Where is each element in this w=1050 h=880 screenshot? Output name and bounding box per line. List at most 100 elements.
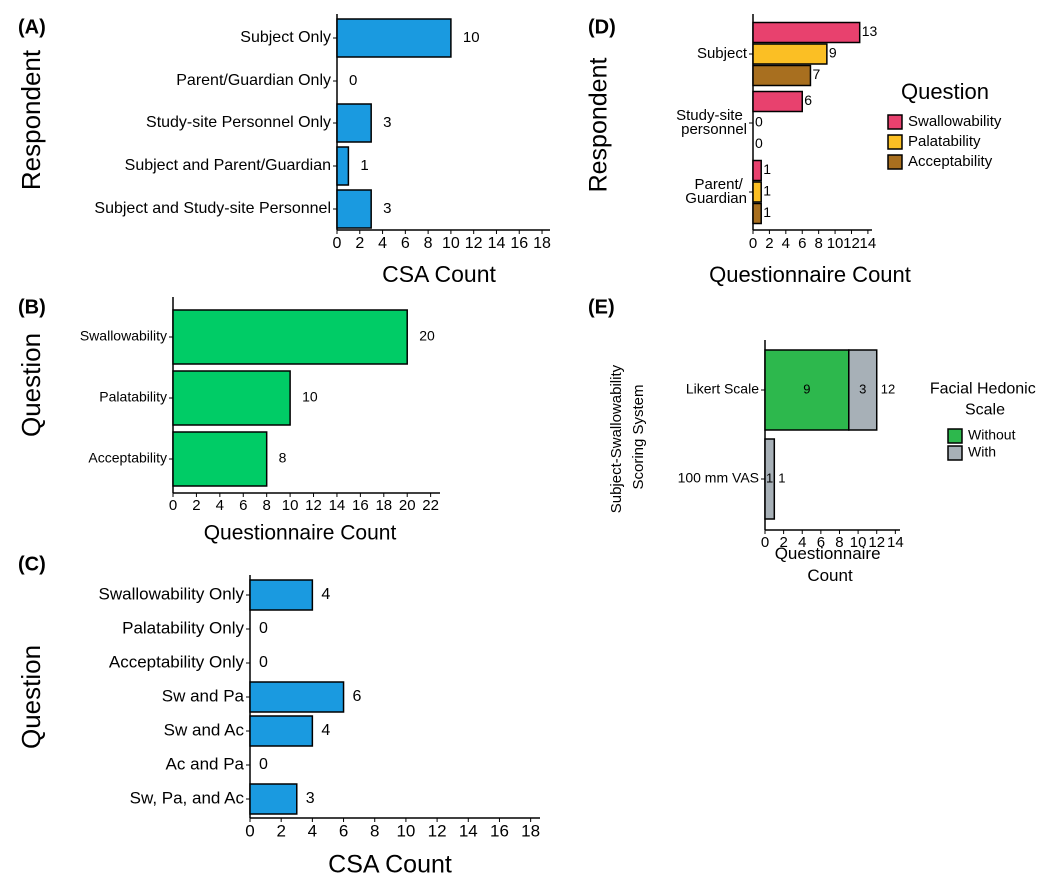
x-tick-label: 8 (263, 497, 271, 514)
x-tick-label: 14 (488, 235, 506, 252)
y-axis-label: Question (16, 645, 46, 749)
bar (336, 103, 372, 143)
y-tick-label: Parent/Guardian Only (176, 72, 331, 89)
x-tick-label: 16 (352, 497, 369, 514)
x-tick-label: 0 (169, 497, 177, 514)
legend-label: With (968, 444, 996, 460)
x-tick-label: 10 (850, 534, 867, 551)
x-tick-label: 16 (510, 235, 528, 252)
x-tick-label: 14 (459, 821, 478, 840)
panel-label: (B) (18, 296, 46, 318)
y-tick-label: Study-site personnel (676, 107, 747, 138)
value-label: 1 (360, 157, 368, 174)
y-tick-label: Parent/ Guardian (685, 176, 747, 207)
bar (752, 21, 861, 44)
total-label: 1 (778, 470, 785, 485)
y-tick-label: 100 mm VAS (678, 470, 759, 486)
bar (249, 579, 314, 611)
y-tick-label: Study-site Personnel Only (146, 114, 331, 131)
x-tick-label: 18 (533, 235, 551, 252)
bar (249, 681, 345, 713)
value-label: 1 (763, 161, 771, 177)
x-tick-label: 8 (424, 235, 433, 252)
legend-label: Without (968, 427, 1016, 443)
value-label: 0 (259, 654, 268, 671)
legend-swatch (947, 445, 963, 461)
x-axis-label: Questionnaire Count (775, 544, 886, 585)
value-label: 3 (383, 200, 391, 217)
x-tick-label: 0 (761, 534, 769, 551)
panel-label: (E) (588, 296, 615, 318)
value-label: 8 (279, 450, 287, 466)
value-label: 1 (763, 183, 771, 199)
x-tick-label: 4 (216, 497, 224, 514)
y-axis-label: Respondent (585, 58, 613, 193)
value-label: 20 (419, 328, 435, 344)
y-axis-label: Respondent (16, 49, 46, 190)
value-label: 4 (321, 722, 330, 739)
x-tick-label: 2 (779, 534, 787, 551)
value-label: 13 (862, 23, 878, 39)
bar (752, 202, 762, 225)
y-axis-label: Question (16, 333, 46, 437)
x-tick-label: 12 (868, 534, 885, 551)
x-tick-label: 2 (765, 235, 773, 252)
y-tick-label: Palatability Only (122, 618, 244, 637)
bar (172, 309, 408, 365)
legend-title: Question (901, 79, 989, 104)
bar-segment (848, 349, 878, 431)
value-label: 6 (353, 688, 362, 705)
y-tick-label: Subject (697, 45, 748, 62)
x-axis-label: CSA Count (328, 851, 452, 879)
y-tick-label: Subject and Study-site Personnel (94, 200, 331, 217)
x-tick-label: 4 (378, 235, 387, 252)
total-label: 12 (881, 381, 895, 396)
legend-swatch (887, 154, 903, 170)
x-tick-label: 2 (276, 821, 285, 840)
bar-segment (764, 349, 850, 431)
x-tick-label: 14 (329, 497, 346, 514)
x-tick-label: 0 (749, 235, 757, 252)
legend-swatch (887, 114, 903, 130)
x-tick-label: 12 (465, 235, 483, 252)
x-tick-label: 16 (490, 821, 509, 840)
value-label: 10 (302, 389, 318, 405)
value-label: 9 (829, 45, 837, 61)
bar (752, 43, 828, 65)
value-label: 0 (259, 620, 268, 637)
bar (752, 181, 762, 203)
x-tick-label: 12 (305, 497, 322, 514)
y-tick-label: Ac and Pa (166, 754, 245, 773)
y-tick-label: Palatability (99, 389, 167, 405)
value-label: 1 (763, 204, 771, 220)
value-label: 9 (803, 381, 810, 396)
x-tick-label: 20 (399, 497, 416, 514)
value-label: 0 (755, 135, 763, 151)
bar (752, 90, 803, 113)
bar (249, 783, 298, 815)
x-tick-label: 6 (239, 497, 247, 514)
x-tick-label: 8 (814, 235, 822, 252)
x-tick-label: 14 (887, 534, 904, 551)
value-label: 10 (463, 29, 480, 46)
x-tick-label: 2 (355, 235, 364, 252)
x-tick-label: 2 (192, 497, 200, 514)
x-tick-label: 8 (370, 821, 379, 840)
x-tick-label: 6 (817, 534, 825, 551)
value-label: 1 (766, 470, 773, 485)
bar (249, 715, 314, 747)
y-tick-label: Sw and Pa (162, 686, 245, 705)
x-tick-label: 6 (401, 235, 410, 252)
y-tick-label: Subject and Parent/Guardian (125, 157, 331, 174)
value-label: 0 (349, 72, 357, 89)
legend-label: Swallowability (908, 113, 1002, 130)
value-label: 3 (383, 114, 391, 131)
value-label: 7 (812, 66, 820, 82)
value-label: 0 (755, 114, 763, 130)
x-tick-label: 18 (521, 821, 540, 840)
x-axis-label: Questionnaire Count (709, 262, 911, 287)
y-axis-label: Subject-Swallowability Scoring System (608, 361, 647, 514)
value-label: 4 (321, 586, 330, 603)
bar (752, 64, 812, 87)
